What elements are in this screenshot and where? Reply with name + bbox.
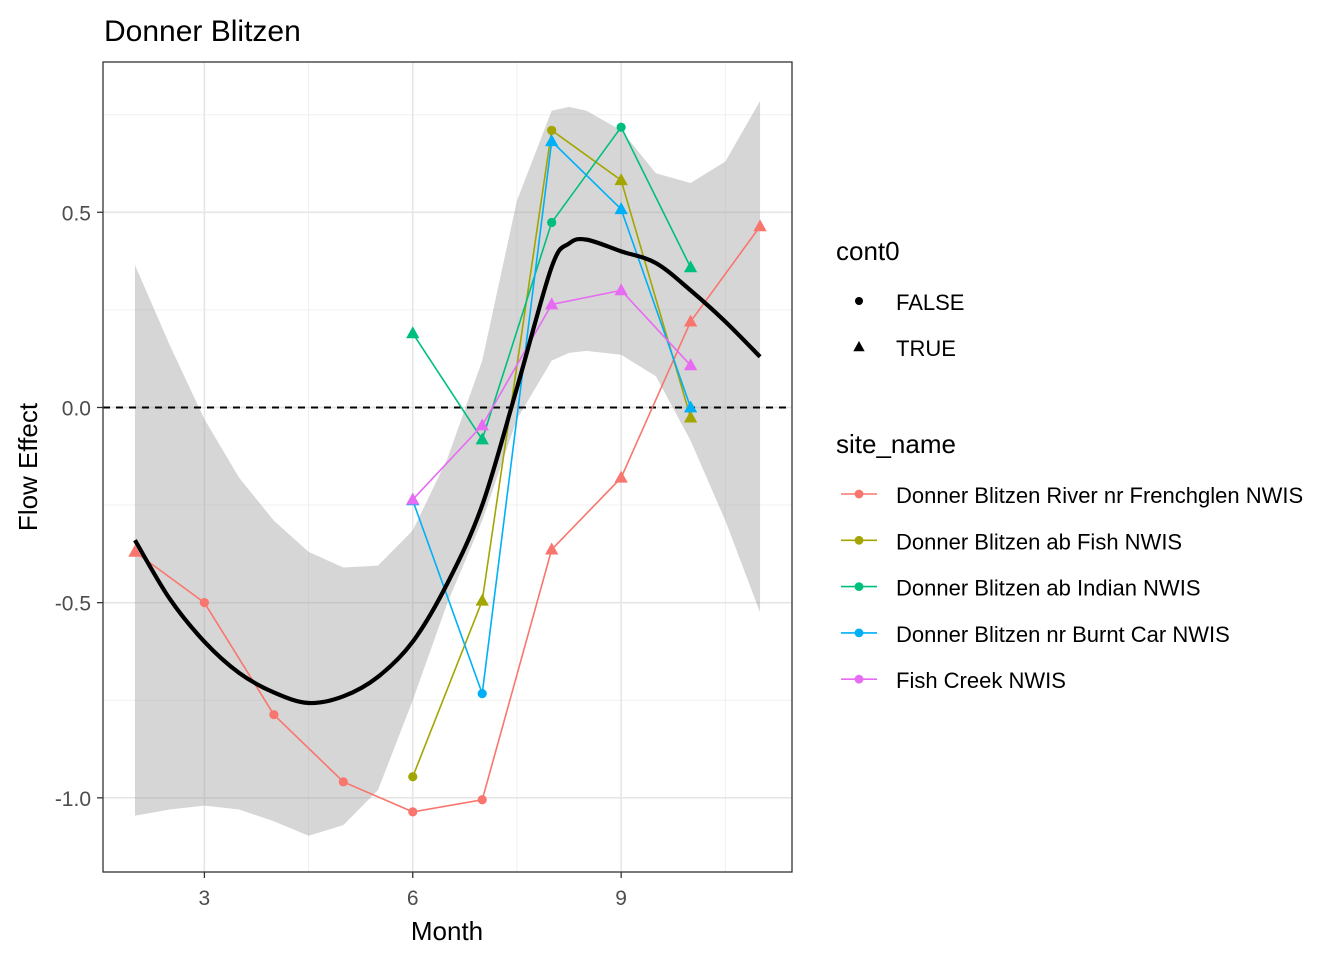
- data-point-triangle: [683, 260, 698, 273]
- data-point-triangle: [753, 219, 767, 232]
- legend-key-point: [854, 674, 864, 684]
- data-point-circle: [547, 125, 557, 135]
- legend-label: TRUE: [896, 336, 956, 361]
- series-donner-blitzen-ab-indian-nwis: [406, 122, 698, 445]
- data-point-triangle: [683, 314, 698, 327]
- data-point-triangle: [683, 358, 698, 371]
- x-tick-label: 3: [199, 887, 211, 910]
- legend-label: Donner Blitzen ab Indian NWIS: [896, 576, 1201, 601]
- data-point-triangle: [683, 400, 698, 413]
- data-point-circle: [408, 772, 418, 782]
- legend-label: Donner Blitzen nr Burnt Car NWIS: [896, 622, 1230, 647]
- y-tick-label: -0.5: [55, 593, 91, 616]
- legend-key-point: [854, 582, 864, 591]
- legend-label: Donner Blitzen River nr Frenchglen NWIS: [896, 483, 1303, 508]
- grid: [103, 62, 792, 872]
- data-point-triangle: [614, 202, 628, 215]
- data-point-triangle: [545, 134, 559, 147]
- legend-key-point: [854, 489, 864, 499]
- legend-key-point: [854, 535, 864, 545]
- y-axis-label: Flow Effect: [13, 402, 43, 531]
- legend: cont0 FALSE TRUE site_name Donner Blitzen Ri…: [836, 236, 1303, 693]
- data-point-triangle: [128, 544, 142, 557]
- data-point-triangle: [545, 542, 559, 555]
- data-point-triangle: [475, 432, 489, 445]
- series-donner-blitzen-river-nr-frenchglen-nwis: [128, 219, 767, 817]
- data-point-triangle: [475, 418, 489, 431]
- series-line: [134, 225, 761, 813]
- data-point-triangle: [406, 326, 420, 339]
- data-point-triangle: [683, 410, 698, 423]
- data-point-circle: [616, 122, 626, 132]
- series-fish-creek-nwis: [406, 283, 698, 505]
- data-point-circle: [477, 795, 487, 805]
- data-point-circle: [269, 710, 279, 720]
- legend-title-site-name: site_name: [836, 429, 956, 459]
- data-point-triangle: [475, 593, 489, 606]
- data-point-triangle: [614, 173, 628, 186]
- data-point-triangle: [406, 492, 420, 505]
- data-point-circle: [547, 217, 557, 228]
- x-axis-label: Month: [411, 916, 483, 946]
- series-layer: [128, 122, 767, 817]
- confidence-ribbon: [134, 101, 761, 836]
- axes: 3 6 9 0.5 0.0 -0.5 -1.0: [55, 202, 627, 910]
- legend-label: FALSE: [896, 290, 964, 315]
- smooth-curve: [133, 236, 762, 706]
- data-point-circle: [477, 689, 487, 699]
- x-tick-label: 9: [615, 887, 627, 910]
- chart-title: Donner Blitzen: [104, 15, 301, 48]
- legend-title-cont0: cont0: [836, 236, 900, 266]
- smooth-line: [133, 236, 762, 706]
- data-point-triangle: [614, 283, 628, 296]
- data-point-circle: [408, 807, 418, 817]
- confidence-band: [134, 101, 761, 836]
- data-point-circle: [199, 598, 210, 608]
- legend-key-point: [854, 628, 864, 638]
- legend-label: Fish Creek NWIS: [896, 668, 1066, 693]
- data-point-triangle: [545, 297, 559, 310]
- legend-label: Donner Blitzen ab Fish NWIS: [896, 529, 1182, 554]
- data-point-triangle: [614, 470, 628, 483]
- y-tick-label: -1.0: [55, 788, 91, 811]
- plot-panel-border: [102, 61, 793, 873]
- data-point-circle: [338, 777, 348, 787]
- legend-key-circle-icon: [855, 297, 863, 305]
- legend-key-triangle-icon: [853, 341, 865, 352]
- y-tick-label: 0.0: [62, 397, 91, 420]
- y-tick-label: 0.5: [62, 202, 91, 225]
- x-tick-label: 6: [407, 887, 419, 910]
